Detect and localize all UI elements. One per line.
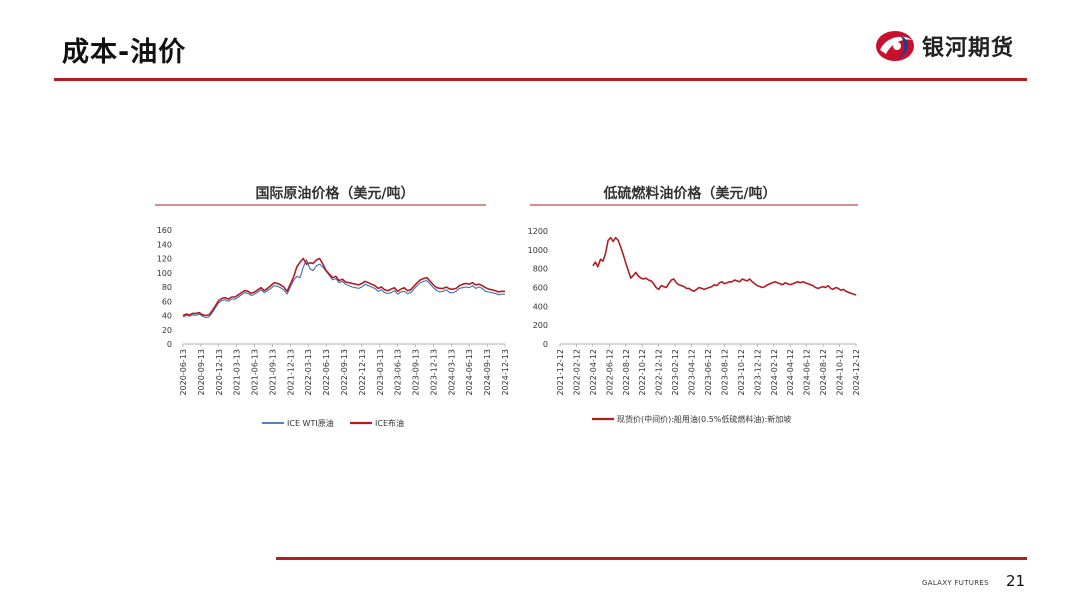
y-tick-label: 100 (157, 269, 172, 278)
x-tick-label: 2024-06-12 (803, 349, 812, 396)
y-tick-label: 1200 (528, 227, 548, 236)
y-tick-label: 160 (157, 226, 172, 235)
x-tick-label: 2023-06-13 (394, 349, 403, 396)
x-tick-label: 2020-09-13 (197, 349, 206, 396)
x-tick-label: 2022-02-12 (572, 349, 581, 396)
crude-oil-price-chart: 国际原油价格（美元/吨） 0 20 40 60 80 100 120 140 160 2020-… (155, 185, 510, 428)
y-tick-label: 400 (533, 302, 548, 311)
x-tick-label: 2024-09-13 (483, 349, 492, 396)
x-tick-label: 2024-12-13 (501, 349, 510, 396)
footer-brand: GALAXY FUTURES (922, 579, 989, 587)
y-tick-label: 120 (157, 255, 172, 264)
page-title: 成本-油价 (62, 37, 187, 68)
chart-title: 低硫燃料油价格（美元/吨） (602, 185, 776, 202)
x-tick-label: 2024-10-12 (836, 349, 845, 396)
x-tick-label: 2022-12-13 (358, 349, 367, 396)
y-tick-label: 1000 (528, 246, 548, 255)
y-tick-label: 0 (167, 340, 172, 349)
x-tick-label: 2022-08-12 (622, 349, 631, 396)
footer-rule (276, 557, 1027, 560)
x-tick-label: 2024-08-12 (819, 349, 828, 396)
x-tick-label: 2024-04-12 (786, 349, 795, 396)
x-tick-label: 2021-12-12 (556, 349, 565, 396)
series-line-0 (182, 259, 505, 319)
brand-name: 银河期货 (922, 36, 1015, 61)
brand-logo: 银河期货 (874, 28, 1014, 64)
x-tick-label: 2023-09-13 (412, 349, 421, 396)
y-tick-label: 20 (162, 326, 172, 335)
x-tick-label: 2021-06-13 (251, 349, 260, 396)
series-line-0 (592, 236, 857, 296)
x-tick-label: 2023-12-12 (753, 349, 762, 396)
x-tick-label: 2022-09-13 (340, 349, 349, 396)
y-tick-label: 600 (533, 284, 548, 293)
x-tick-label: 2022-12-12 (655, 349, 664, 396)
header-rule (54, 78, 1027, 81)
x-tick-label: 2024-03-13 (447, 349, 456, 396)
x-tick-label: 2021-12-13 (286, 349, 295, 396)
x-tick-label: 2022-06-13 (322, 349, 331, 396)
galaxy-logo-icon (876, 31, 914, 61)
x-tick-label: 2021-09-13 (268, 349, 277, 396)
y-tick-label: 0 (543, 340, 548, 349)
lsfo-price-chart: 低硫燃料油价格（美元/吨） 0 200 400 600 800 1000 1200 2021… (528, 185, 861, 424)
x-tick-label: 2023-03-13 (376, 349, 385, 396)
x-tick-label: 2022-04-12 (589, 349, 598, 396)
y-tick-label: 40 (162, 312, 172, 321)
y-tick-label: 60 (162, 297, 172, 306)
legend-label: ICE布油 (375, 418, 404, 428)
y-tick-label: 80 (162, 283, 172, 292)
x-tick-label: 2023-04-12 (688, 349, 697, 396)
x-tick-label: 2023-08-12 (720, 349, 729, 396)
x-tick-label: 2023-12-13 (429, 349, 438, 396)
x-tick-label: 2024-12-12 (852, 349, 861, 396)
y-tick-label: 140 (157, 240, 172, 249)
x-tick-label: 2020-06-13 (179, 349, 188, 396)
x-tick-label: 2022-03-13 (304, 349, 313, 396)
legend-label: ICE WTI原油 (287, 418, 334, 428)
x-tick-label: 2023-10-12 (737, 349, 746, 396)
x-tick-label: 2023-02-12 (671, 349, 680, 396)
series-line-1 (182, 257, 505, 317)
legend-label: 现货价(中间价):船用油(0.5%低硫燃料油):新加坡 (617, 414, 791, 424)
page-number: 21 (1006, 572, 1026, 590)
y-tick-label: 800 (533, 265, 548, 274)
chart-title: 国际原油价格（美元/吨） (255, 185, 414, 202)
x-tick-label: 2023-06-12 (704, 349, 713, 396)
x-tick-label: 2020-12-13 (215, 349, 224, 396)
x-tick-label: 2022-10-12 (638, 349, 647, 396)
y-tick-label: 200 (533, 321, 548, 330)
x-tick-label: 2024-02-12 (770, 349, 779, 396)
x-tick-label: 2024-06-13 (465, 349, 474, 396)
x-tick-label: 2021-03-13 (233, 349, 242, 396)
x-tick-label: 2022-06-12 (605, 349, 614, 396)
